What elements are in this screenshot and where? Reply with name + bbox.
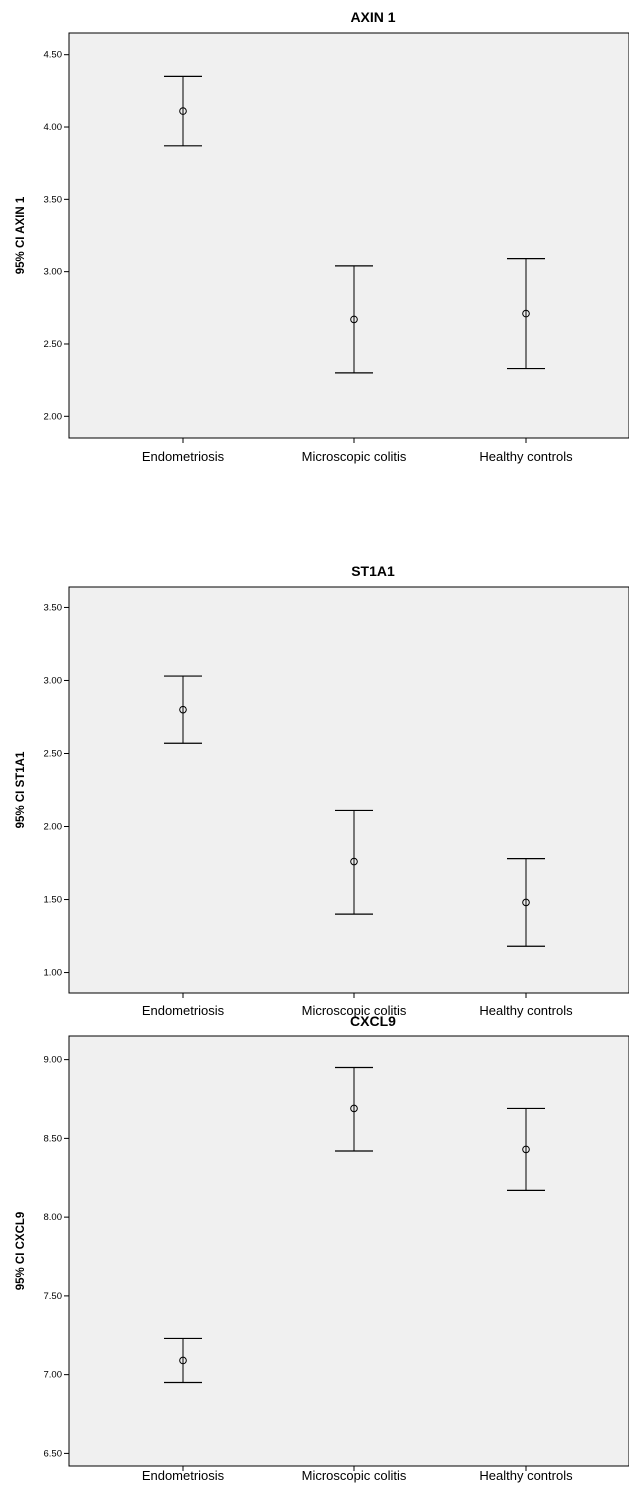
chart1-y-tick-label: 3.50 (44, 194, 63, 205)
chart1-y-axis-label: 95% CI AXIN 1 (15, 196, 27, 274)
chart2-y-tick-label: 3.50 (44, 602, 63, 613)
chart2-y-tick-label: 1.50 (44, 895, 63, 906)
chart2-y-axis-label: 95% CI ST1A1 (15, 751, 27, 828)
chart3-mean-marker (350, 1104, 358, 1113)
chart3-category-label: Microscopic colitis (302, 1468, 407, 1483)
chart1-category-label: Endometriosis (142, 449, 225, 464)
chart1-y-tick-label: 4.00 (44, 122, 63, 133)
chart2-category-label: Endometriosis (142, 1003, 225, 1018)
chart1-y-tick-label: 2.50 (44, 339, 63, 350)
chart3-plot-area (68, 1035, 629, 1467)
chart1-y-tick-label: 3.00 (44, 267, 63, 278)
chart3-y-tick-label: 9.00 (44, 1055, 63, 1066)
chart3-title: CXCL9 (350, 1013, 396, 1029)
chart3-y-tick-label: 6.50 (44, 1448, 63, 1459)
chart1-category-label: Microscopic colitis (302, 449, 407, 464)
chart3-mean-marker (522, 1145, 530, 1154)
chart2-category-label: Healthy controls (479, 1003, 573, 1018)
chart3-y-tick-label: 8.00 (44, 1212, 63, 1223)
chart2-mean-marker (350, 857, 358, 866)
chart1-mean-marker (179, 107, 187, 115)
chart2-mean-marker (179, 705, 187, 714)
chart3-y-tick-label: 7.00 (44, 1370, 63, 1381)
chart1-title: AXIN 1 (350, 9, 395, 25)
chart3-y-tick-label: 8.50 (44, 1133, 63, 1144)
chart1-y-tick-label: 4.50 (44, 50, 63, 61)
chart2-y-tick-label: 2.00 (44, 822, 63, 833)
chart3-category-label: Healthy controls (479, 1468, 573, 1483)
chart2-y-tick-label: 1.00 (44, 968, 63, 979)
chart2-y-tick-label: 3.00 (44, 675, 63, 686)
chart1-category-label: Healthy controls (479, 449, 573, 464)
chart3-mean-marker (179, 1356, 187, 1365)
chart2-y-tick-label: 2.50 (44, 748, 63, 759)
chart2-title: ST1A1 (351, 563, 395, 579)
chart2-plot-area (68, 586, 629, 994)
chart1-mean-marker (350, 315, 358, 324)
chart1-plot-area (68, 32, 629, 439)
chart3-y-tick-label: 7.50 (44, 1291, 63, 1302)
chart2-category-label: Microscopic colitis (302, 1003, 407, 1018)
chart1-mean-marker (522, 309, 530, 318)
chart3-category-label: Endometriosis (142, 1468, 225, 1483)
chart1-y-tick-label: 2.00 (44, 411, 63, 422)
chart2-mean-marker (522, 898, 530, 907)
chart3-y-axis-label: 95% CI CXCL9 (15, 1212, 27, 1291)
